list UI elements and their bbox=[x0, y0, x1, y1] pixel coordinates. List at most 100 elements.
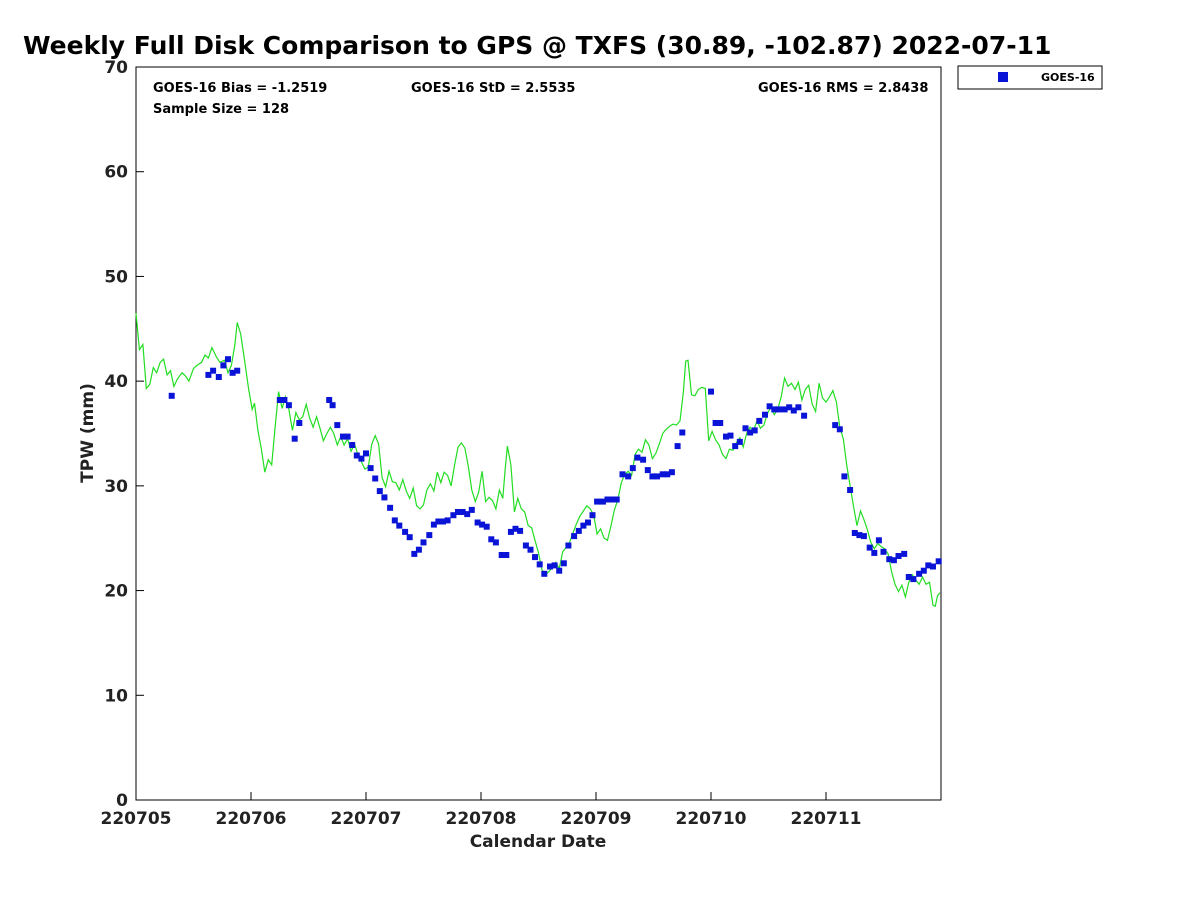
y-axis: 0 10 20 30 40 50 60 70 bbox=[104, 58, 144, 811]
goes16-point bbox=[619, 471, 626, 478]
goes16-point bbox=[649, 473, 656, 480]
chart-title: Weekly Full Disk Comparison to GPS @ TXF… bbox=[23, 31, 1051, 60]
goes16-point bbox=[609, 496, 616, 503]
goes16-point bbox=[895, 553, 902, 559]
x-tick-label: 220706 bbox=[216, 809, 287, 829]
goes16-point bbox=[762, 411, 768, 418]
goes16-point bbox=[488, 536, 495, 543]
goes16-point bbox=[747, 429, 754, 436]
goes16-point bbox=[795, 404, 802, 411]
y-tick-label: 20 bbox=[104, 582, 128, 602]
goes16-point bbox=[674, 443, 681, 450]
goes16-point bbox=[916, 570, 923, 577]
goes16-point bbox=[455, 509, 461, 515]
goes16-point bbox=[571, 533, 578, 540]
stats-box: GOES-16 Bias = -1.2519 GOES-16 StD = 2.5… bbox=[153, 81, 928, 117]
goes16-point bbox=[634, 454, 641, 461]
goes16-point bbox=[220, 362, 227, 369]
goes16-point bbox=[613, 496, 620, 503]
goes16-point bbox=[349, 442, 356, 448]
goes16-point bbox=[340, 433, 346, 440]
goes16-point bbox=[732, 443, 739, 450]
goes16-point bbox=[522, 542, 529, 549]
goes16-point bbox=[766, 403, 773, 410]
goes16-point bbox=[708, 388, 714, 395]
goes16-point bbox=[492, 539, 499, 546]
goes16-point bbox=[790, 407, 797, 414]
goes16-point bbox=[406, 534, 413, 541]
goes16-point bbox=[786, 404, 793, 411]
goes16-point bbox=[498, 552, 505, 558]
goes16-point bbox=[551, 562, 558, 569]
goes16-point bbox=[474, 519, 481, 526]
goes16-point bbox=[589, 512, 596, 519]
goes16-point bbox=[742, 425, 749, 432]
goes16-point bbox=[391, 517, 398, 524]
goes16-point bbox=[871, 549, 878, 556]
y-tick-label: 50 bbox=[104, 267, 128, 287]
goes16-point bbox=[479, 521, 486, 528]
goes16-point bbox=[396, 522, 403, 529]
goes16-point bbox=[860, 533, 867, 540]
goes16-point bbox=[291, 435, 298, 442]
legend: GOES-16 bbox=[957, 65, 1103, 90]
goes16-point bbox=[668, 469, 675, 476]
goes16-point bbox=[594, 498, 601, 505]
goes16-point bbox=[925, 562, 932, 569]
goes16-point bbox=[372, 475, 379, 482]
goes16-point bbox=[503, 552, 510, 558]
goes16-point bbox=[411, 550, 418, 557]
goes16-point bbox=[890, 557, 897, 564]
goes16-point bbox=[723, 433, 729, 440]
goes16-point bbox=[444, 517, 451, 524]
goes16-point bbox=[363, 450, 369, 457]
goes16-point bbox=[541, 570, 548, 577]
goes16-point bbox=[536, 561, 543, 568]
goes16-point bbox=[910, 576, 917, 583]
goes16-point bbox=[836, 426, 843, 433]
plot-frame bbox=[135, 66, 942, 801]
goes16-point bbox=[599, 498, 606, 505]
goes16-point bbox=[901, 550, 908, 557]
goes16-point bbox=[415, 546, 422, 553]
x-axis-label: Calendar Date bbox=[470, 832, 607, 852]
goes16-point bbox=[440, 518, 446, 525]
goes16-point bbox=[532, 554, 538, 561]
y-tick-label: 40 bbox=[104, 372, 128, 392]
goes16-point bbox=[756, 417, 763, 424]
goes16-point bbox=[234, 367, 241, 374]
goes16-point bbox=[751, 427, 758, 434]
goes16-point bbox=[886, 556, 893, 563]
goes16-point bbox=[585, 519, 591, 526]
goes16-point bbox=[547, 563, 553, 570]
goes16-point bbox=[920, 567, 927, 574]
goes16-point bbox=[229, 369, 236, 376]
goes16-point bbox=[930, 563, 936, 570]
goes16-point bbox=[629, 465, 636, 472]
goes16-point bbox=[527, 546, 534, 553]
goes16-point bbox=[512, 525, 519, 532]
goes16-point bbox=[856, 532, 863, 539]
goes16-point bbox=[727, 432, 734, 439]
goes16-point bbox=[507, 528, 514, 535]
y-tick-label: 10 bbox=[104, 686, 128, 706]
goes16-point bbox=[717, 420, 724, 426]
goes16-point bbox=[905, 574, 912, 580]
goes16-point bbox=[625, 473, 632, 480]
goes16-point bbox=[168, 392, 175, 399]
goes16-point bbox=[736, 438, 743, 445]
goes16-point bbox=[712, 420, 719, 426]
goes16-point bbox=[866, 544, 873, 551]
goes16-point bbox=[832, 422, 839, 429]
goes16-point bbox=[464, 511, 471, 518]
goes16-point bbox=[381, 494, 388, 501]
goes16-point bbox=[644, 467, 651, 474]
goes16-point bbox=[450, 512, 457, 519]
x-tick-label: 220711 bbox=[791, 809, 862, 829]
goes16-point bbox=[358, 455, 365, 462]
goes16-point bbox=[215, 374, 222, 380]
stat-bias: GOES-16 Bias = -1.2519 bbox=[153, 81, 327, 96]
goes16-point bbox=[296, 420, 303, 426]
goes16-point bbox=[575, 527, 582, 534]
